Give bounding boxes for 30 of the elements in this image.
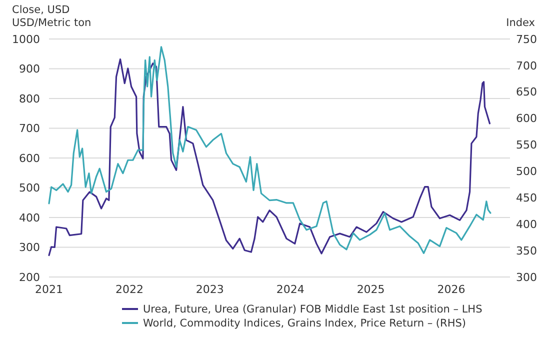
y-tick-label: 400 — [19, 211, 40, 224]
y-tick-label: 500 — [19, 182, 40, 195]
x-tick-label: 2021 — [35, 283, 63, 296]
y2-tick-label: 300 — [516, 270, 537, 284]
y-axis-title: USD/Metric ton — [12, 17, 92, 29]
y-tick-label: 1000 — [12, 32, 40, 46]
legend-label: World, Commodity Indices, Grains Index, Price Return – (RHS) — [143, 318, 466, 330]
chart-title: Close, USD — [12, 4, 70, 16]
legend-label: Urea, Future, Urea (Granular) FOB Middle East 1st position – LHS — [143, 304, 483, 316]
y2-tick-label: 550 — [516, 138, 537, 152]
x-tick-label: 2026 — [437, 283, 466, 296]
y2-tick-label: 650 — [516, 86, 537, 99]
y-tick-label: 600 — [19, 152, 40, 165]
x-tick-label: 2024 — [276, 283, 304, 296]
y2-tick-label: 350 — [516, 244, 537, 258]
y-tick-label: 200 — [19, 270, 40, 284]
y2-tick-label: 700 — [516, 59, 537, 72]
y2-tick-label: 600 — [516, 112, 537, 126]
y-tick-label: 800 — [19, 92, 40, 106]
y-tick-label: 900 — [19, 62, 40, 76]
y2-tick-label: 500 — [516, 165, 537, 178]
y2-tick-label: 450 — [516, 192, 537, 205]
y-tick-label: 300 — [19, 241, 40, 254]
y-tick-label: 700 — [19, 122, 40, 136]
x-tick-label: 2023 — [196, 283, 224, 296]
y2-axis-title: Index — [506, 17, 535, 29]
y2-tick-label: 400 — [516, 218, 537, 231]
y2-tick-label: 750 — [516, 32, 537, 46]
x-tick-label: 2025 — [356, 283, 385, 296]
x-tick-label: 2022 — [115, 283, 144, 296]
